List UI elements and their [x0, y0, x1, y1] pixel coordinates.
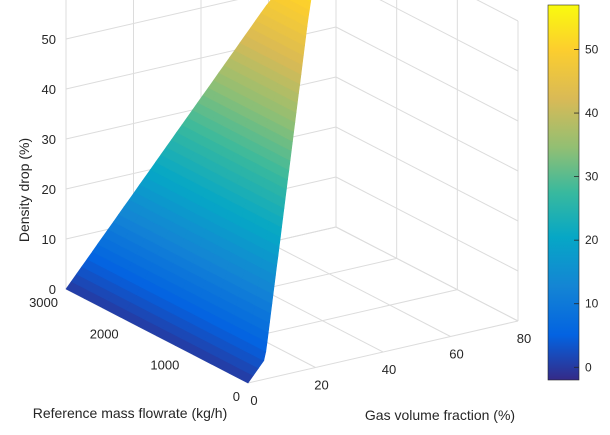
surface-patch [274, 0, 282, 4]
x-tick-label: 40 [382, 362, 396, 377]
y-tick-label: 3000 [29, 295, 58, 310]
x-tick-label: 20 [314, 378, 328, 393]
z-tick-label: 20 [42, 182, 56, 197]
z-axis-label: Density drop (%) [16, 138, 32, 242]
z-tick-label: 50 [42, 32, 56, 47]
surface-patch [273, 0, 277, 2]
x-tick-label: 60 [449, 347, 463, 362]
colorbar [547, 4, 580, 381]
y-tick-label: 1000 [150, 358, 179, 373]
colorbar-tick-label: 20 [585, 233, 599, 247]
colorbar-ticks: 0 10 20 30 40 50 [574, 42, 599, 374]
colorbar-tick-label: 30 [585, 170, 599, 184]
y-axis-label: Reference mass flowrate (kg/h) [33, 405, 228, 421]
surface-patch [285, 0, 294, 9]
surface-patch [278, 0, 286, 5]
surface-patch [296, 0, 302, 6]
surface-patch [282, 0, 291, 7]
surface-patch [265, 0, 276, 8]
colorbar-tick-label: 0 [585, 360, 592, 374]
x-tick-label: 80 [517, 331, 531, 346]
z-tick-label: 30 [42, 132, 56, 147]
z-tick-label: 0 [49, 282, 56, 297]
colorbar-tick-label: 40 [585, 106, 599, 120]
surface-patch [302, 0, 309, 9]
z-tick-label: 40 [42, 82, 56, 97]
x-axis-label: Gas volume fraction (%) [365, 407, 515, 423]
x-tick-label: 0 [250, 393, 257, 408]
z-tick-label: 10 [42, 232, 56, 247]
surface-plot [65, 0, 312, 384]
axes-box-grid [65, 0, 519, 384]
x-axis-ticks: 0 20 40 60 80 [250, 331, 531, 408]
y-tick-label: 2000 [90, 326, 119, 341]
colorbar-tick-label: 50 [585, 42, 599, 56]
y-tick-label: 0 [233, 389, 240, 404]
surface-patch [292, 0, 298, 4]
colorbar-tick-label: 10 [585, 297, 599, 311]
y-axis-ticks: 3000 2000 1000 0 [29, 295, 240, 404]
surface-patch [289, 0, 295, 2]
surface-patch [307, 0, 312, 3]
z-axis-ticks: 0102030405060 [42, 32, 56, 297]
